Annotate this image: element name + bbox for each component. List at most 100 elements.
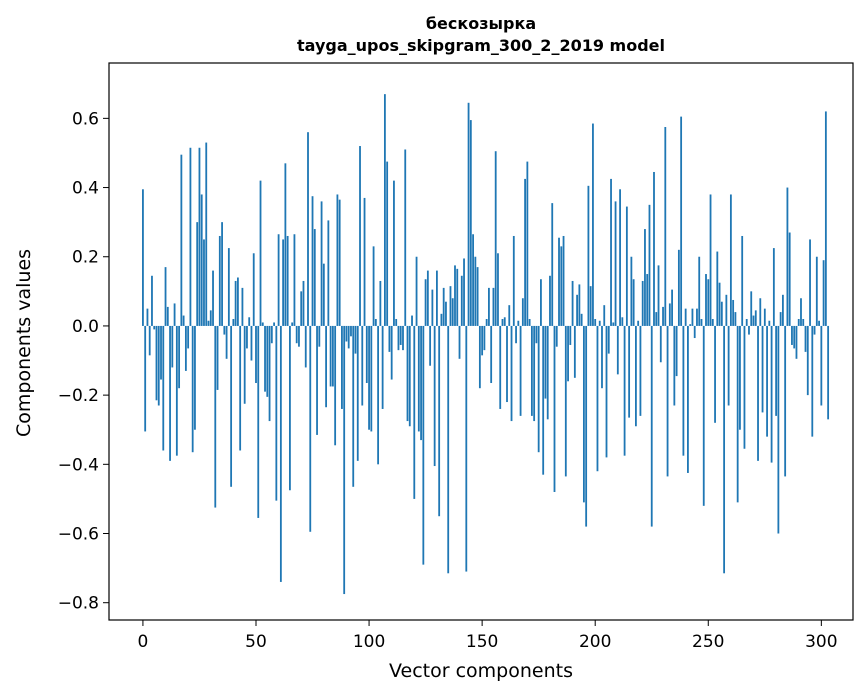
bar: [420, 325, 422, 441]
bar: [451, 298, 454, 326]
bar: [578, 284, 581, 326]
x-tick-label: 250: [692, 632, 724, 652]
bar: [716, 251, 719, 326]
bar: [361, 325, 364, 406]
bar: [221, 222, 223, 326]
bar: [707, 279, 710, 326]
bar: [571, 280, 574, 326]
bar: [601, 325, 603, 389]
bar: [341, 325, 343, 409]
bar: [705, 274, 707, 326]
bar: [218, 235, 221, 326]
bar: [194, 325, 196, 430]
bar: [277, 234, 280, 326]
bar: [824, 111, 827, 326]
bar: [632, 279, 635, 326]
bar: [356, 325, 359, 461]
bar: [250, 325, 253, 361]
bar: [809, 239, 811, 326]
bar: [657, 265, 660, 326]
x-tick-label: 0: [138, 632, 149, 652]
bar: [524, 178, 526, 326]
bar: [467, 102, 470, 326]
bar: [772, 248, 775, 326]
bar: [282, 239, 285, 326]
bar: [646, 274, 649, 326]
bar: [329, 325, 332, 387]
bar: [374, 319, 377, 326]
bar: [187, 325, 190, 349]
bar: [196, 222, 199, 326]
bar: [806, 325, 809, 396]
bar: [702, 325, 705, 506]
bar: [164, 267, 167, 326]
bar: [246, 325, 248, 349]
bar: [763, 308, 766, 326]
bar: [279, 325, 282, 582]
bar: [587, 185, 590, 326]
bar: [449, 286, 452, 326]
bar: [207, 320, 210, 326]
bar: [528, 319, 531, 326]
bar: [200, 194, 203, 326]
bar: [497, 253, 499, 326]
bar: [542, 325, 545, 475]
bar: [675, 325, 678, 377]
bar: [191, 325, 194, 453]
bar: [711, 319, 714, 326]
bar: [576, 294, 579, 326]
bar: [424, 279, 427, 326]
x-tick-label: 300: [805, 632, 837, 652]
bar: [759, 298, 762, 326]
bar: [460, 275, 463, 326]
bar: [635, 325, 637, 427]
bar: [408, 325, 411, 427]
y-tick-label: −0.2: [58, 386, 99, 406]
bar: [648, 204, 651, 326]
y-tick-label: 0.2: [72, 248, 99, 268]
bar: [605, 325, 608, 458]
bar: [517, 320, 520, 326]
bar: [510, 325, 513, 422]
bar: [680, 116, 683, 326]
bar: [725, 294, 728, 326]
bar: [415, 256, 418, 326]
bar: [212, 270, 214, 326]
bar: [521, 298, 524, 326]
bar: [603, 305, 606, 326]
bar: [684, 308, 687, 326]
bar: [535, 325, 538, 344]
bar: [734, 312, 737, 326]
x-axis-ticks: 0 50 100 150 200 250 300: [138, 620, 838, 652]
bar: [770, 325, 773, 463]
bar: [264, 325, 266, 392]
bar: [266, 325, 269, 397]
bar: [490, 325, 493, 384]
bar: [555, 325, 558, 347]
bar: [485, 319, 488, 326]
bar: [754, 310, 757, 326]
bar: [822, 260, 825, 326]
bar: [214, 325, 217, 508]
bar: [818, 320, 820, 326]
bar: [727, 325, 730, 406]
bar: [331, 325, 334, 387]
bar: [788, 232, 791, 326]
bar: [594, 319, 597, 326]
bar: [519, 325, 522, 416]
bar: [729, 194, 732, 326]
bar: [662, 306, 664, 326]
bar: [162, 325, 165, 451]
bar: [255, 325, 257, 384]
bar: [390, 325, 393, 380]
bar: [781, 294, 784, 326]
bar: [175, 325, 178, 456]
bar: [469, 120, 472, 326]
bar: [383, 94, 386, 326]
bar: [752, 315, 755, 326]
bar: [458, 325, 461, 359]
bar: [223, 325, 226, 335]
bar: [307, 132, 309, 326]
bar: [813, 325, 816, 335]
bar: [644, 229, 646, 326]
